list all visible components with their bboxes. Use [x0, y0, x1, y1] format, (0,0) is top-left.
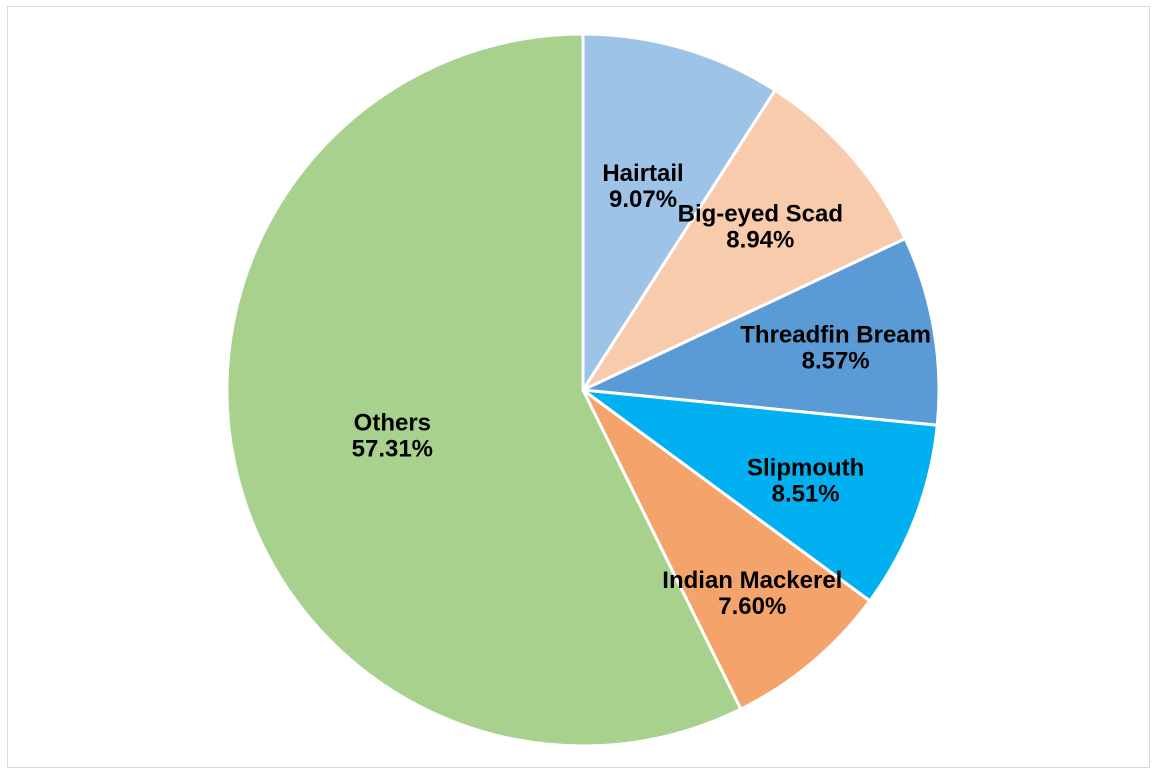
data-label-name-slipmouth: Slipmouth: [747, 454, 864, 481]
data-label-value-big-eyed-scad: 8.94%: [726, 227, 794, 254]
pie-slice-hairtail: [581, 32, 777, 392]
data-label-value-indian-mackerel: 7.60%: [718, 593, 786, 620]
pie-slices: [225, 32, 941, 748]
data-label-name-hairtail: Hairtail: [602, 160, 683, 187]
data-label-name-big-eyed-scad: Big-eyed Scad: [678, 201, 843, 228]
data-label-name-indian-mackerel: Indian Mackerel: [662, 567, 842, 594]
pie-slice-slipmouth: [581, 388, 939, 603]
data-label-value-others: 57.31%: [352, 436, 433, 463]
data-label-value-hairtail: 9.07%: [609, 186, 677, 213]
data-label-value-threadfin-bream: 8.57%: [802, 348, 870, 375]
pie-slice-threadfin-bream: [581, 237, 941, 427]
pie-slice-indian-mackerel: [581, 388, 872, 711]
data-label-name-others: Others: [354, 410, 431, 437]
pie-slice-others: [225, 32, 743, 748]
data-label-name-threadfin-bream: Threadfin Bream: [740, 322, 931, 349]
data-label-value-slipmouth: 8.51%: [772, 480, 840, 507]
pie-slice-big-eyed-scad: [581, 88, 907, 392]
